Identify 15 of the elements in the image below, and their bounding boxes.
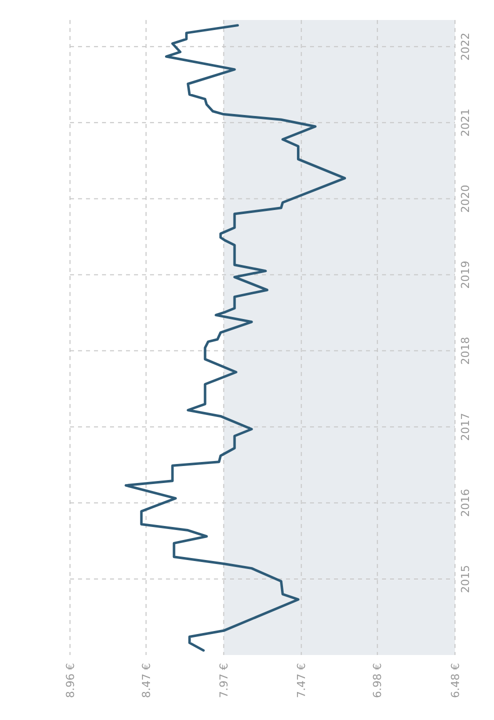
y-tick-label: 2015 bbox=[459, 564, 472, 593]
x-tick-label: 8.47 € bbox=[140, 663, 153, 698]
x-tick-label: 6.48 € bbox=[448, 663, 462, 698]
x-tick-label: 7.47 € bbox=[295, 663, 308, 698]
x-tick-label: 6.98 € bbox=[371, 663, 384, 698]
x-tick-label: 7.97 € bbox=[218, 663, 231, 698]
y-tick-label: 2016 bbox=[459, 488, 472, 517]
y-tick-label: 2021 bbox=[459, 108, 472, 137]
y-tick-label: 2019 bbox=[459, 260, 472, 289]
x-tick-label: 8.96 € bbox=[64, 663, 77, 698]
y-tick-label: 2017 bbox=[459, 412, 472, 441]
y-tick-label: 2022 bbox=[459, 32, 472, 61]
y-tick-label: 2018 bbox=[459, 336, 472, 365]
line-series bbox=[124, 24, 346, 652]
y-tick-label: 2020 bbox=[459, 184, 472, 213]
